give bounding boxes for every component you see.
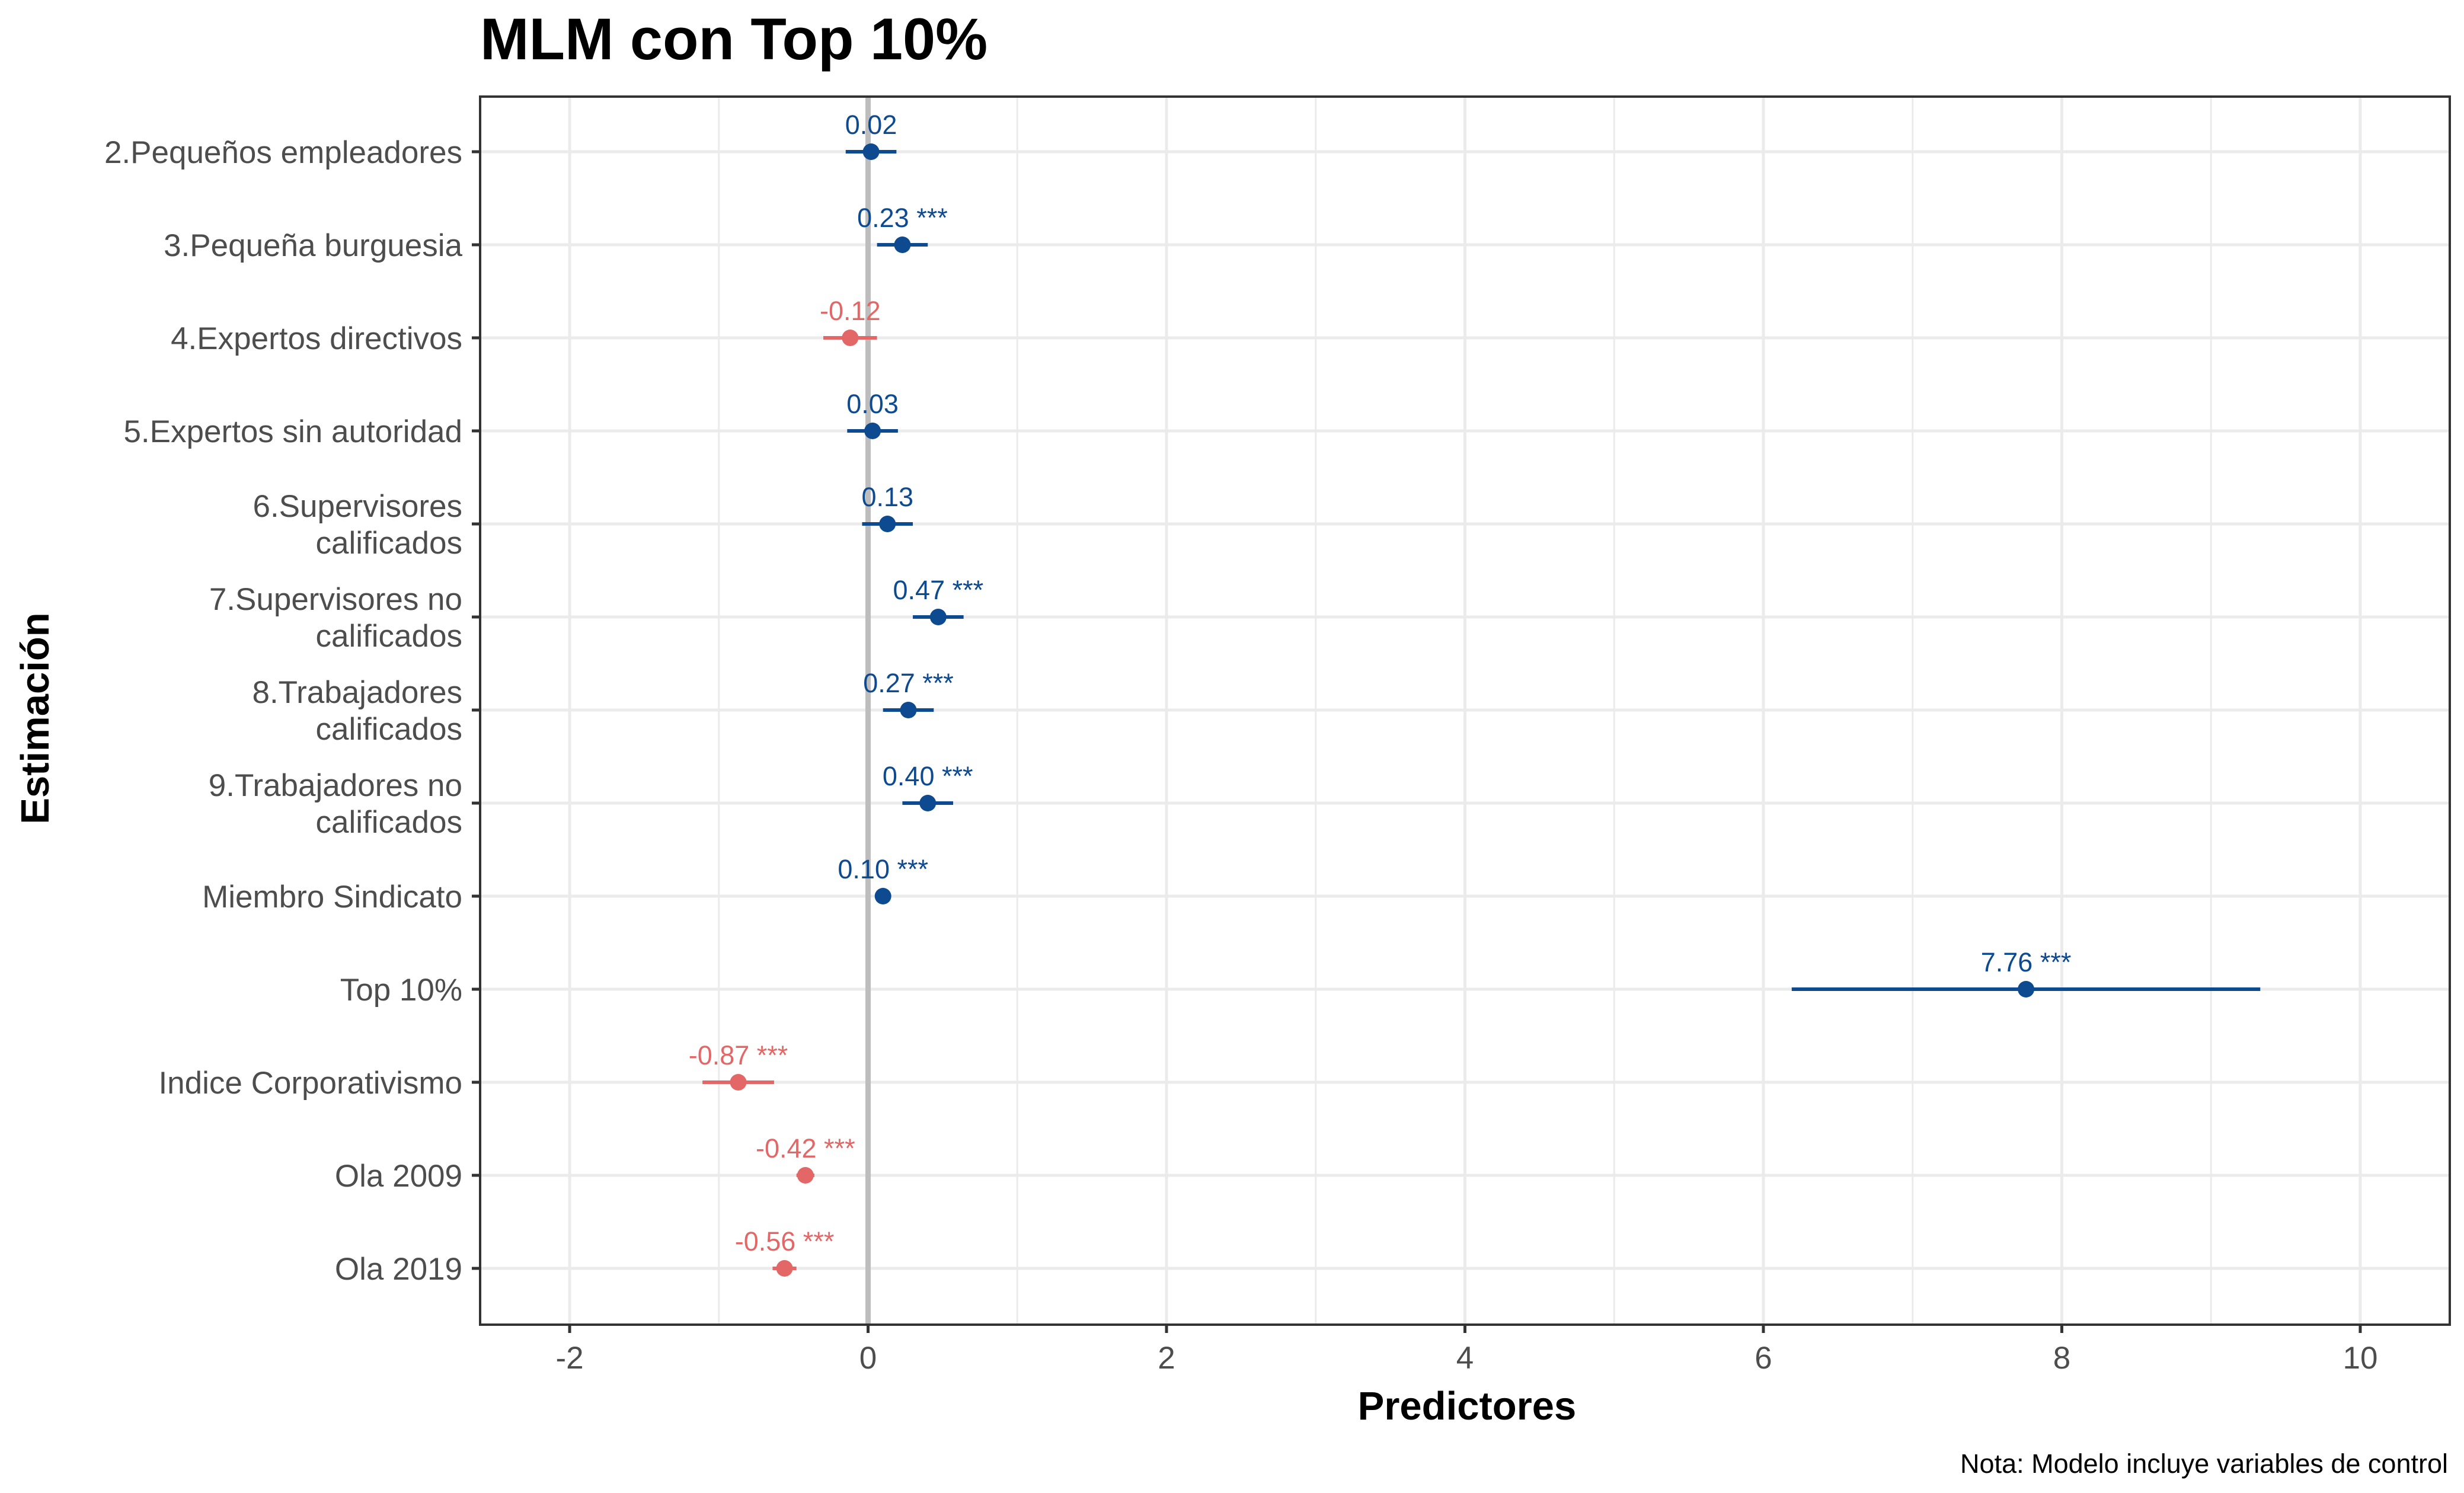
x-tick-label: 6: [1754, 1341, 1772, 1376]
data-label: 0.03: [846, 389, 899, 419]
estimate-point: [900, 702, 917, 718]
y-tick-label-line: calificados: [316, 805, 462, 840]
estimate-point: [842, 330, 858, 346]
estimate-point: [863, 143, 880, 160]
data-label: -0.12: [820, 296, 881, 326]
y-tick-label-line: 6.Supervisores: [253, 489, 462, 524]
y-tick-label-line: calificados: [316, 526, 462, 561]
y-tick-label: 3.Pequeña burguesia: [164, 228, 462, 263]
x-tick-label: 10: [2342, 1341, 2377, 1376]
caption-note: Nota: Modelo incluye variables de contro…: [1960, 1449, 2448, 1479]
y-tick-label: 9.Trabajadores no calificados: [209, 768, 462, 840]
data-label: 0.10 ***: [838, 854, 928, 884]
y-tick-label: Miembro Sindicato: [202, 880, 462, 915]
x-tick-label: 2: [1158, 1341, 1175, 1376]
x-tick-label: 4: [1456, 1341, 1474, 1376]
estimate-point: [875, 888, 891, 904]
y-tick-label: 2.Pequeños empleadores: [104, 135, 462, 170]
y-tick-label: 7.Supervisores no calificados: [209, 582, 462, 654]
y-tick-label: 4.Expertos directivos: [171, 321, 462, 356]
y-tick-label: Ola 2019: [335, 1252, 462, 1287]
data-label: 0.02: [845, 110, 897, 140]
plot-panel: 0.02 2.Pequeños empleadores 0.23 *** 3.Pequ…: [104, 97, 2450, 1376]
estimate-point: [730, 1074, 747, 1091]
x-tick-label: -2: [555, 1341, 583, 1376]
data-label: 7.76 ***: [1981, 947, 2072, 977]
estimate-point: [879, 516, 896, 532]
y-tick-label-line: calificados: [316, 619, 462, 654]
data-label: 0.27 ***: [863, 668, 954, 698]
estimate-point: [864, 423, 881, 439]
y-tick-label: 5.Expertos sin autoridad: [123, 414, 462, 449]
y-tick-label-line: 8.Trabajadores: [252, 675, 462, 710]
data-label: -0.87 ***: [689, 1040, 788, 1070]
data-label: 0.13: [861, 482, 913, 512]
y-tick-label-line: 9.Trabajadores no: [209, 768, 462, 803]
x-tick-label: 0: [859, 1341, 877, 1376]
x-axis-title: Predictores: [1358, 1384, 1577, 1428]
chart-title: MLM con Top 10%: [480, 6, 987, 72]
estimate-point: [894, 236, 910, 253]
data-label: 0.40 ***: [883, 761, 973, 791]
y-tick-label-line: calificados: [316, 712, 462, 747]
estimate-point: [930, 609, 947, 625]
y-tick-label-line: 7.Supervisores no: [209, 582, 462, 617]
y-tick-label: 6.Supervisores calificados: [253, 489, 462, 561]
y-axis-title: Estimación: [13, 612, 57, 824]
estimate-point: [2018, 981, 2034, 998]
data-label: -0.42 ***: [756, 1133, 855, 1163]
data-label: 0.47 ***: [893, 575, 984, 605]
data-label: 0.23 ***: [857, 203, 948, 233]
estimate-point: [776, 1260, 793, 1277]
estimate-point: [919, 795, 936, 811]
y-tick-label: 8.Trabajadores calificados: [252, 675, 462, 747]
y-tick-label: Ola 2009: [335, 1159, 462, 1194]
y-tick-label: Top 10%: [340, 973, 462, 1008]
y-tick-label: Indice Corporativismo: [158, 1066, 462, 1101]
estimate-point: [797, 1167, 814, 1184]
data-label: -0.56 ***: [735, 1226, 835, 1257]
x-tick-label: 8: [2053, 1341, 2070, 1376]
